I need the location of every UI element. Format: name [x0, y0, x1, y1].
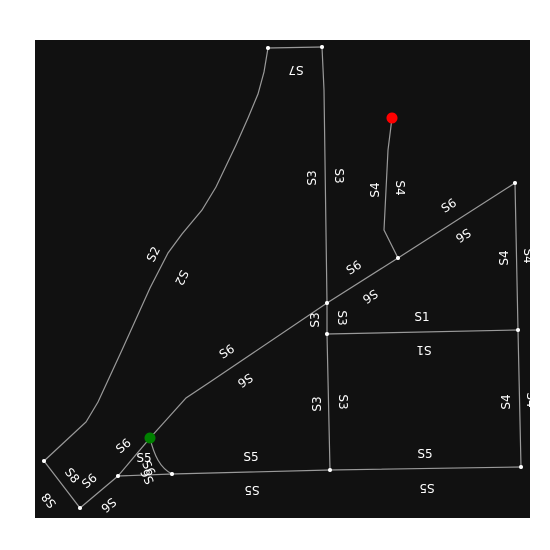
road-label-s3: S3: [308, 312, 322, 327]
road-label-s4: S4: [499, 394, 513, 409]
road-s6-diagonal: [118, 183, 515, 476]
node: [78, 506, 82, 510]
road-s1: [327, 330, 518, 334]
road-label-s8: S8: [39, 490, 59, 511]
road-label-s6: S6: [217, 342, 237, 362]
road-s4-right: [515, 183, 521, 467]
start-marker[interactable]: [145, 433, 156, 444]
node: [42, 459, 46, 463]
road-label-s1: S1: [414, 310, 429, 324]
road-s5: [172, 467, 521, 474]
road-label-s6: S6: [344, 258, 364, 278]
road-label-s4: S4: [497, 250, 511, 265]
road-network: S7 S2 S2 S3 S3 S3 S3 S3 S3 S4 S4 S4 S4 S…: [35, 40, 530, 518]
road-label-s3: S3: [305, 170, 319, 185]
road-label-s5: S5: [417, 447, 432, 461]
node: [396, 256, 400, 260]
road-label-s6: S6: [360, 286, 380, 306]
road-label-s4: S4: [521, 248, 530, 263]
road-label-s6: S6: [113, 436, 134, 457]
road-label-s2: S2: [172, 268, 191, 288]
road-label-s6: S6: [235, 370, 255, 390]
road-label-s6: S6: [79, 471, 100, 492]
road-label-s4: S4: [368, 182, 382, 197]
road-label-s3: S3: [332, 168, 346, 183]
road-s7: [268, 47, 322, 48]
road-label-s6: S6: [98, 495, 119, 516]
road-label-s3: S3: [310, 396, 324, 411]
road-label-s4: S4: [393, 180, 407, 195]
map-canvas[interactable]: S7 S2 S2 S3 S3 S3 S3 S3 S3 S4 S4 S4 S4 S…: [35, 40, 530, 518]
node: [513, 181, 517, 185]
road-label-s5: S5: [244, 483, 259, 497]
road-label-s6: S6: [439, 196, 459, 216]
road-label-s2: S2: [144, 244, 163, 264]
road-label-s5: S5: [243, 450, 258, 464]
node: [170, 472, 174, 476]
goal-marker[interactable]: [387, 113, 398, 124]
road-label-s5: S5: [419, 481, 434, 495]
node: [328, 468, 332, 472]
intersection-nodes: [42, 45, 523, 510]
road-label-s8: S8: [62, 465, 82, 486]
road-label-s1: S1: [416, 343, 431, 357]
road-label-s3: S3: [335, 310, 349, 325]
node: [325, 301, 329, 305]
road-label-s4: S4: [524, 392, 530, 407]
node: [516, 328, 520, 332]
road-label-s3: S3: [336, 394, 350, 409]
node: [320, 45, 324, 49]
road-label-s6: S6: [453, 225, 473, 245]
node: [266, 46, 270, 50]
node: [325, 332, 329, 336]
node: [519, 465, 523, 469]
node: [116, 474, 120, 478]
road-label-s7: S7: [288, 63, 303, 77]
